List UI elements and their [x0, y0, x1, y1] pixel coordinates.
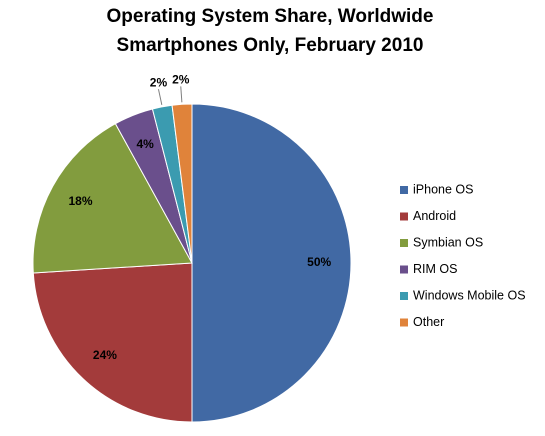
- data-label-rim-os: 4%: [136, 137, 154, 151]
- data-labels: 50% 24% 18% 4% 2% 2%: [69, 73, 332, 362]
- leader-line-windows-mobile-os: [157, 89, 163, 105]
- legend-swatch-windows-mobile-os: [400, 292, 408, 300]
- legend: iPhone OS Android Symbian OS RIM OS Windows …: [400, 182, 526, 329]
- leader-lines: [157, 86, 183, 105]
- leader-line-other: [180, 86, 183, 103]
- legend-label-other: Other: [413, 315, 444, 329]
- pie-slice-other: [171, 103, 193, 264]
- data-label-other: 2%: [172, 73, 190, 87]
- legend-swatch-android: [400, 212, 408, 221]
- legend-label-windows-mobile-os: Windows Mobile OS: [413, 288, 526, 302]
- legend-label-rim-os: RIM OS: [413, 262, 457, 276]
- chart-subtitle: Smartphones Only, February 2010: [117, 35, 424, 56]
- data-label-android: 24%: [93, 348, 117, 362]
- data-label-windows-mobile-os: 2%: [150, 75, 168, 89]
- legend-label-iphone-os: iPhone OS: [413, 182, 473, 196]
- pie-slices: [32, 103, 352, 423]
- legend-swatch-iphone-os: [400, 186, 408, 194]
- legend-label-android: Android: [413, 209, 456, 223]
- legend-swatch-rim-os: [400, 265, 408, 274]
- legend-swatch-other: [400, 318, 408, 327]
- legend-swatch-symbian-os: [400, 239, 408, 247]
- data-label-symbian-os: 18%: [69, 194, 93, 208]
- chart-title: Operating System Share, Worldwide: [107, 6, 434, 27]
- pie-slice-symbian-os: [32, 122, 193, 274]
- legend-label-symbian-os: Symbian OS: [413, 235, 483, 249]
- pie-slice-iphone-os: [191, 103, 352, 423]
- pie-slice-android: [32, 262, 193, 423]
- data-label-iphone-os: 50%: [307, 255, 331, 269]
